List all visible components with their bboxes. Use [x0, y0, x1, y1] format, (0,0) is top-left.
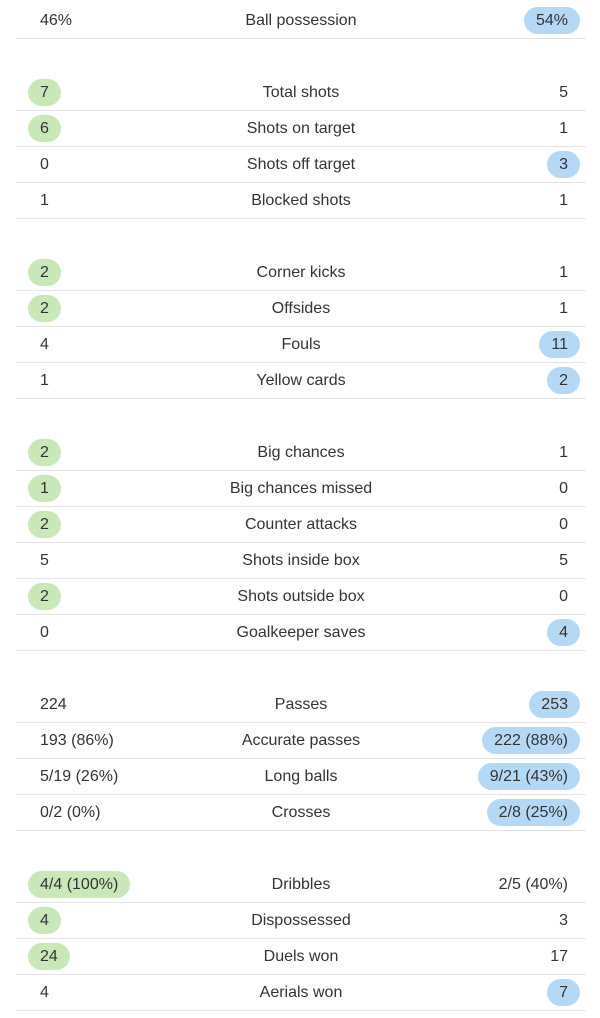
- away-value: 0: [559, 516, 568, 533]
- away-value: 5: [559, 84, 568, 101]
- stat-row-corner-kicks: Corner kicks 2 1: [16, 255, 586, 291]
- stat-row-goalkeeper-saves: Goalkeeper saves 0 4: [16, 615, 586, 651]
- stat-row-total-shots: Total shots 7 5: [16, 75, 586, 111]
- stat-row-aerials-won: Aerials won 4 7: [16, 975, 586, 1011]
- stat-label: Passes: [274, 696, 328, 713]
- stat-label: Accurate passes: [241, 732, 361, 749]
- stat-row-offsides: Offsides 2 1: [16, 291, 586, 327]
- stat-row-shots-inside-box: Shots inside box 5 5: [16, 543, 586, 579]
- home-value: 0/2 (0%): [40, 804, 101, 821]
- stat-row-ball-possession: Ball possession 46% 54%: [16, 3, 586, 39]
- stat-row-big-chances-missed: Big chances missed 1 0: [16, 471, 586, 507]
- stat-label: Goalkeeper saves: [236, 624, 366, 641]
- away-value: 1: [559, 444, 568, 461]
- stat-row-yellow-cards: Yellow cards 1 2: [16, 363, 586, 399]
- home-value: 0: [40, 624, 49, 641]
- stat-label: Shots inside box: [242, 552, 360, 569]
- stats-group: Passes 224 253 Accurate passes 193 (86%) 222 …: [16, 687, 586, 831]
- away-value: 1: [559, 300, 568, 317]
- stat-label: Shots outside box: [237, 588, 365, 605]
- stats-group: Ball possession 46% 54%: [16, 3, 586, 39]
- stat-label: Duels won: [263, 948, 339, 965]
- home-value: 1: [40, 372, 49, 389]
- away-value: 54%: [523, 7, 580, 34]
- home-value: 5: [40, 552, 49, 569]
- stat-row-passes: Passes 224 253: [16, 687, 586, 723]
- stat-label: Big chances: [257, 444, 345, 461]
- away-value: 253: [529, 691, 580, 718]
- stat-label: Total shots: [262, 84, 340, 101]
- home-value: 1: [28, 475, 61, 502]
- match-statistics: Ball possession 46% 54% Total shots 7 5 Shots …: [16, 3, 586, 1011]
- stats-group: Dribbles 4/4 (100%) 2/5 (40%) Dispossessed 4…: [16, 867, 586, 1011]
- stat-row-dribbles: Dribbles 4/4 (100%) 2/5 (40%): [16, 867, 586, 903]
- stat-label: Aerials won: [259, 984, 343, 1001]
- away-value: 1: [559, 264, 568, 281]
- home-value: 0: [40, 156, 49, 173]
- stats-group: Big chances 2 1 Big chances missed 1 0 Counter…: [16, 435, 586, 651]
- stat-row-blocked-shots: Blocked shots 1 1: [16, 183, 586, 219]
- away-value: 2/5 (40%): [498, 876, 568, 893]
- home-value: 224: [40, 696, 67, 713]
- away-value: 2: [547, 367, 580, 394]
- home-value: 2: [28, 511, 61, 538]
- stats-group: Corner kicks 2 1 Offsides 2 1 Fouls 4 11 Yellow c…: [16, 255, 586, 399]
- stat-row-big-chances: Big chances 2 1: [16, 435, 586, 471]
- away-value: 7: [547, 979, 580, 1006]
- away-value: 4: [547, 619, 580, 646]
- stat-row-duels-won: Duels won 24 17: [16, 939, 586, 975]
- away-value: 3: [559, 912, 568, 929]
- stat-row-long-balls: Long balls 5/19 (26%) 9/21 (43%): [16, 759, 586, 795]
- stat-label: Dispossessed: [251, 912, 351, 929]
- home-value: 6: [28, 115, 61, 142]
- home-value: 4/4 (100%): [28, 871, 131, 898]
- home-value: 5/19 (26%): [40, 768, 119, 785]
- away-value: 3: [547, 151, 580, 178]
- stat-label: Shots on target: [246, 120, 356, 137]
- stat-label: Dribbles: [271, 876, 331, 893]
- stat-label: Offsides: [271, 300, 331, 317]
- away-value: 1: [559, 192, 568, 209]
- stat-label: Shots off target: [246, 156, 356, 173]
- away-value: 1: [559, 120, 568, 137]
- away-value: 2/8 (25%): [486, 799, 580, 826]
- stat-label: Blocked shots: [251, 192, 351, 209]
- away-value: 0: [559, 480, 568, 497]
- stat-row-dispossessed: Dispossessed 4 3: [16, 903, 586, 939]
- stat-label: Fouls: [281, 336, 321, 353]
- stat-row-shots-on-target: Shots on target 6 1: [16, 111, 586, 147]
- stat-label: Yellow cards: [256, 372, 346, 389]
- home-value: 7: [28, 79, 61, 106]
- home-value: 24: [28, 943, 70, 970]
- home-value: 4: [40, 336, 49, 353]
- stat-row-shots-off-target: Shots off target 0 3: [16, 147, 586, 183]
- home-value: 46%: [40, 12, 73, 29]
- stat-row-accurate-passes: Accurate passes 193 (86%) 222 (88%): [16, 723, 586, 759]
- stat-label: Ball possession: [245, 12, 357, 29]
- home-value: 4: [28, 907, 61, 934]
- away-value: 11: [539, 331, 580, 358]
- away-value: 0: [559, 588, 568, 605]
- stat-label: Corner kicks: [256, 264, 346, 281]
- stat-row-fouls: Fouls 4 11: [16, 327, 586, 363]
- home-value: 2: [28, 295, 61, 322]
- home-value: 193 (86%): [40, 732, 114, 749]
- stat-label: Counter attacks: [244, 516, 358, 533]
- stat-row-shots-outside-box: Shots outside box 2 0: [16, 579, 586, 615]
- home-value: 2: [28, 583, 61, 610]
- home-value: 4: [40, 984, 49, 1001]
- away-value: 9/21 (43%): [477, 763, 580, 790]
- home-value: 1: [40, 192, 49, 209]
- stat-label: Long balls: [264, 768, 338, 785]
- home-value: 2: [28, 259, 61, 286]
- away-value: 17: [550, 948, 568, 965]
- stat-row-crosses: Crosses 0/2 (0%) 2/8 (25%): [16, 795, 586, 831]
- stat-label: Big chances missed: [229, 480, 373, 497]
- home-value: 2: [28, 439, 61, 466]
- stats-group: Total shots 7 5 Shots on target 6 1 Shots off …: [16, 75, 586, 219]
- stat-row-counter-attacks: Counter attacks 2 0: [16, 507, 586, 543]
- away-value: 222 (88%): [482, 727, 580, 754]
- stat-label: Crosses: [271, 804, 331, 821]
- away-value: 5: [559, 552, 568, 569]
